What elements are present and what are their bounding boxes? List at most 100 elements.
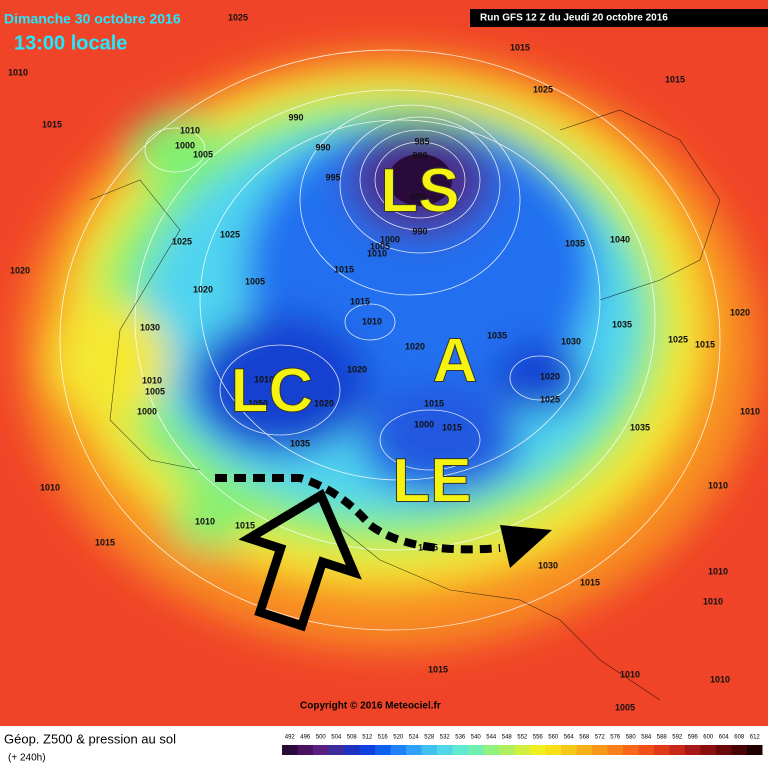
colorbar-label: 584	[641, 735, 652, 741]
isobar-label: 1020	[193, 284, 213, 294]
colorbar-cell	[716, 745, 732, 755]
colorbar-label: 532	[440, 735, 451, 741]
field	[20, 50, 760, 650]
colorbar-label: 592	[672, 735, 683, 741]
colorbar-cell	[514, 745, 530, 755]
colorbar-label: 540	[471, 735, 482, 741]
colorbar-cell	[344, 745, 360, 755]
isobar-label: 1010	[708, 566, 728, 576]
colorbar-cell	[530, 745, 546, 755]
colorbar-label: 596	[688, 735, 699, 741]
run-box	[470, 9, 768, 27]
isobar-label: 1005	[615, 702, 635, 712]
footer-title: Géop. Z500 & pression au sol	[4, 731, 176, 746]
colorbar-cell	[282, 745, 298, 755]
isobar-label: 1025	[668, 334, 688, 344]
isobar-label: 1025	[172, 236, 192, 246]
colorbar-label: 612	[750, 735, 761, 741]
colorbar-label: 516	[378, 735, 389, 741]
isobar-label: 1005	[245, 276, 265, 286]
big-arrow	[238, 488, 362, 632]
annotations: LS A LC LE	[230, 156, 478, 516]
isobar-label: 1010	[254, 374, 274, 384]
isobar-label: 1025	[220, 229, 240, 239]
isobar-label: 995	[325, 172, 340, 182]
colorbar-label: 564	[564, 735, 575, 741]
map-time: 13:00 locale	[14, 32, 127, 54]
isobar-label: 1015	[350, 296, 370, 306]
colorbar-label: 544	[486, 735, 497, 741]
pressure-annotation: A	[433, 326, 478, 395]
isobar-label: 1030	[538, 560, 558, 570]
colorbar-label: 608	[734, 735, 745, 741]
colorbar-label: 496	[300, 735, 311, 741]
dashed-arrow	[215, 474, 501, 554]
isobar-label: 1010	[8, 67, 28, 77]
colorbar-label: 524	[409, 735, 420, 741]
isobar-label: 1010	[703, 596, 723, 606]
colorbar-cell	[406, 745, 422, 755]
isobar-label: 1035	[630, 422, 650, 432]
isobar-label: 1015	[334, 264, 354, 274]
colorbar-label: 548	[502, 735, 513, 741]
isobar-label: 1005	[370, 241, 390, 251]
colorbar-cell	[313, 745, 329, 755]
colorbar-cell	[483, 745, 499, 755]
isobar-label: 990	[288, 112, 303, 122]
colorbar-label: 500	[316, 735, 327, 741]
isobar-label: 1000	[175, 140, 195, 150]
isobar-label: 1010	[195, 516, 215, 526]
colorbar-cell	[421, 745, 437, 755]
isobar-label: 1040	[610, 234, 630, 244]
colorbar-label: 580	[626, 735, 637, 741]
isobar-label: 1015	[424, 398, 444, 408]
dashed-arrow-head	[500, 525, 552, 568]
colorbar-label: 560	[548, 735, 559, 741]
isobar-label: 1035	[612, 319, 632, 329]
colorbar-cell	[328, 745, 344, 755]
isobar-label: 1035	[290, 438, 310, 448]
isobar-label: 1010	[180, 125, 200, 135]
colorbar-label: 508	[347, 735, 358, 741]
isobar-label: 1015	[42, 119, 62, 129]
isobar-label: 1005	[193, 149, 213, 159]
isobar-label: 1030	[140, 322, 160, 332]
isobar-label: 1025	[533, 84, 553, 94]
isobar-label: 1000	[380, 234, 400, 244]
colorbar-label: 504	[331, 735, 342, 741]
isobar-label: 1015	[695, 339, 715, 349]
isobar-label: 1010	[40, 482, 60, 492]
colorbar-cell	[592, 745, 608, 755]
colorbar-label: 556	[533, 735, 544, 741]
pressure-annotation: LE	[392, 446, 471, 515]
colorbar-cell	[607, 745, 623, 755]
isobar-label: 1015	[235, 520, 255, 530]
isobar-label: 1015	[95, 537, 115, 547]
colorbar-cell	[700, 745, 716, 755]
isobar-label: 1050	[248, 398, 268, 408]
colorbar-label: 552	[517, 735, 528, 741]
colorbar-label: 568	[579, 735, 590, 741]
colorbar-label: 528	[424, 735, 435, 741]
pressure-annotation: LC	[231, 356, 314, 425]
isobar-label: 1030	[561, 336, 581, 346]
isobar-label: 1015	[428, 664, 448, 674]
isobar-label: 990	[412, 226, 427, 236]
colorbar-label: 576	[610, 735, 621, 741]
colorbar-label: 492	[285, 735, 296, 741]
colorbar-cell	[747, 745, 763, 755]
colorbar: 492 496 500 504 508 512 516 520 524 528 532 536 540 5…	[282, 735, 763, 755]
isobar-label: 1025	[228, 12, 248, 22]
colorbar-cell	[638, 745, 654, 755]
colorbar-cell	[561, 745, 577, 755]
isobar-label: 1020	[540, 371, 560, 381]
isobar-label: 1010	[367, 248, 387, 258]
isobar-label: 1035	[565, 238, 585, 248]
colorbar-cell	[545, 745, 561, 755]
isobar-label: 1010	[142, 375, 162, 385]
isobar-labels: 1025101010151015102510151010990985100010…	[8, 12, 760, 712]
colorbar-cell	[375, 745, 391, 755]
isobar-label: 1000	[137, 406, 157, 416]
colorbar-cell	[654, 745, 670, 755]
colorbar-cell	[468, 745, 484, 755]
